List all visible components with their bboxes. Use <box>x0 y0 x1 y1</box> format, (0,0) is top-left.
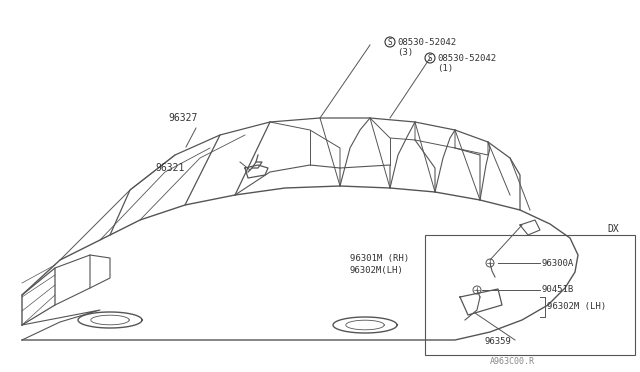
Text: 96321: 96321 <box>155 163 184 173</box>
Text: 96359: 96359 <box>485 337 512 346</box>
Text: 08530-52042: 08530-52042 <box>397 38 456 46</box>
Text: 96327: 96327 <box>168 113 197 123</box>
Text: S: S <box>388 38 392 46</box>
Text: DX: DX <box>607 224 619 234</box>
Text: (1): (1) <box>437 64 453 73</box>
FancyBboxPatch shape <box>425 235 635 355</box>
Text: 90451B: 90451B <box>542 285 574 295</box>
Text: 96302M (LH): 96302M (LH) <box>547 302 606 311</box>
Text: (3): (3) <box>397 48 413 57</box>
Text: 96301M (RH): 96301M (RH) <box>350 253 409 263</box>
Text: A963C00.R: A963C00.R <box>490 357 535 366</box>
Text: 96300A: 96300A <box>542 259 574 267</box>
Text: 96302M(LH): 96302M(LH) <box>350 266 404 275</box>
Text: S: S <box>428 54 432 62</box>
Text: 08530-52042: 08530-52042 <box>437 54 496 62</box>
